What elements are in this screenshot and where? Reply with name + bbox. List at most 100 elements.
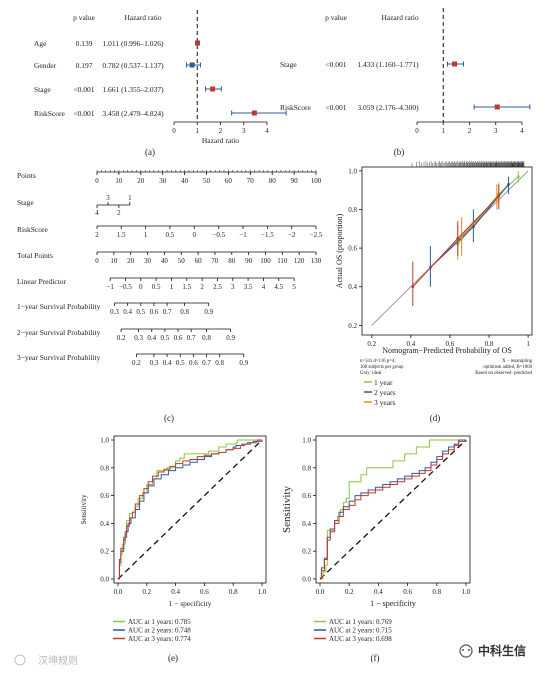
nomogram-tick-label: 0.5 xyxy=(176,359,185,367)
x-tick-label: 3 xyxy=(494,127,498,135)
column-header-p-value: p value xyxy=(325,13,348,22)
nomogram-tick-label: 0.2 xyxy=(117,334,126,342)
calibration-note: Gray: ideal xyxy=(360,371,382,376)
nomogram-tick-label: 0.8 xyxy=(180,308,189,316)
legend-label: 2 years xyxy=(374,388,396,397)
row-label-gender: Gender xyxy=(34,61,57,70)
nomogram-tick-label: 40 xyxy=(161,257,169,265)
legend-label: AUC at 1 years: 0.769 xyxy=(329,618,392,626)
roc-curve xyxy=(118,440,263,580)
panel-label: (b) xyxy=(394,147,405,157)
nomogram-tick-label: −0.5 xyxy=(212,231,225,239)
hazard-ratio-marker xyxy=(494,104,500,110)
row-hazard-ratio-text: 3.059 (2.176–4.300) xyxy=(357,103,419,112)
nomogram-tick-label: 4.5 xyxy=(274,283,283,291)
column-header-hazard-ratio: Hazard ratio xyxy=(381,13,419,22)
y-tick-label: 0.6 xyxy=(100,492,109,500)
x-tick-label: 0.4 xyxy=(406,340,415,348)
legend-label: AUC at 2 years: 0.715 xyxy=(329,627,392,635)
nomogram-tick-label: −0.5 xyxy=(119,283,132,291)
nomogram-tick-label: 2 xyxy=(200,283,204,291)
nomogram-row-label: Total Points xyxy=(17,251,53,260)
hazard-ratio-marker xyxy=(210,86,216,92)
x-tick-label: 0.2 xyxy=(367,340,376,348)
watermark-left-logo xyxy=(14,654,26,666)
x-tick-label: 0.8 xyxy=(229,588,238,596)
row-hazard-ratio-text: 1.011 (0.996–1.026) xyxy=(103,39,164,48)
nomogram-row-label: 2−year Survival Probability xyxy=(17,328,101,337)
nomogram-tick-label: 50 xyxy=(203,177,211,185)
nomogram-tick-label: 90 xyxy=(245,257,253,265)
nomogram-tick-label: 0 xyxy=(95,177,99,185)
nomogram-tick-label: 10 xyxy=(110,257,118,265)
nomogram-tick-label: 0.4 xyxy=(147,334,156,342)
nomogram-tick-label: 0 xyxy=(95,257,99,265)
row-label-stage: Stage xyxy=(34,85,51,94)
y-tick-label: 0.8 xyxy=(100,464,109,472)
row-p-value: <0.001 xyxy=(325,60,346,69)
legend-label: AUC at 1 years: 0.785 xyxy=(128,618,191,626)
y-tick-label: 0.4 xyxy=(302,520,311,528)
y-tick-label: 0.0 xyxy=(100,576,109,584)
roc-curve xyxy=(118,439,262,580)
nomogram-tick-label: 0.3 xyxy=(150,359,159,367)
nomogram-tick-label: 50 xyxy=(178,257,186,265)
row-hazard-ratio-text: 1.661 (1.355–2.037) xyxy=(102,85,164,94)
y-tick-label: 0.2 xyxy=(100,548,109,556)
x-tick-label: 0.4 xyxy=(171,588,180,596)
x-tick-label: 1 xyxy=(196,127,200,135)
x-axis-title: 1 − specificity xyxy=(169,599,212,608)
nomogram-tick-label: 0.5 xyxy=(136,308,145,316)
x-axis-title: Nomogram−Predicted Probability of OS xyxy=(382,346,512,355)
calibration-note: Based on observed−predicted xyxy=(475,371,532,376)
nomogram-tick-label: 40 xyxy=(181,177,189,185)
x-tick-label: 0.2 xyxy=(142,588,151,596)
y-axis-title: Sensitivity xyxy=(281,485,293,533)
nomogram-tick-label: 0.7 xyxy=(187,334,196,342)
nomogram-tick-label: −1 xyxy=(239,231,247,239)
nomogram-tick-label: −2 xyxy=(288,231,296,239)
nomogram-tick-label: 1 xyxy=(144,231,148,239)
nomogram-tick-label: 1 xyxy=(170,283,174,291)
nomogram-tick-label: 0.5 xyxy=(166,231,175,239)
nomogram-tick-label: 1.5 xyxy=(182,283,191,291)
x-tick-label: 1 xyxy=(526,340,530,348)
nomogram-row-label: 3−year Survival Probability xyxy=(17,353,101,362)
panel-label: (f) xyxy=(371,653,380,663)
roc-curve xyxy=(320,439,466,580)
row-hazard-ratio-text: 0.782 (0.537–1.137) xyxy=(102,61,164,70)
x-tick-label: 0.6 xyxy=(200,588,209,596)
watermark-right: 中科生信 xyxy=(478,643,526,658)
hazard-ratio-marker xyxy=(452,61,458,67)
calibration-point xyxy=(411,285,415,289)
nomogram-tick-label: 70 xyxy=(247,177,255,185)
x-tick-label: 1 xyxy=(442,127,446,135)
calibration-note: n=341 d=116 p=4, xyxy=(360,359,396,364)
nomogram-tick-label: 100 xyxy=(311,177,322,185)
x-tick-label: 0.8 xyxy=(485,340,494,348)
nomogram-tick-label: 0.7 xyxy=(163,308,172,316)
roc-curve xyxy=(118,439,262,580)
x-tick-label: 0.0 xyxy=(114,588,123,596)
nomogram-tick-label: 2.5 xyxy=(213,283,222,291)
nomogram-tick-label: 0.2 xyxy=(132,359,141,367)
y-tick-label: 0.8 xyxy=(348,206,357,214)
hazard-ratio-marker xyxy=(195,40,201,46)
x-tick-label: 2 xyxy=(468,127,472,135)
nomogram-tick-label: 0.6 xyxy=(189,359,198,367)
row-label-riskscore: RiskScore xyxy=(280,103,312,112)
x-tick-label: 4 xyxy=(520,127,524,135)
nomogram-tick-label: 5 xyxy=(292,283,296,291)
column-header-p-value: p value xyxy=(73,13,96,22)
nomogram-tick-label: 1.5 xyxy=(117,231,126,239)
x-tick-label: 3 xyxy=(242,127,246,135)
calibration-point xyxy=(516,175,520,179)
legend-label: AUC at 3 years: 0.698 xyxy=(329,635,392,643)
nomogram-tick-label: 100 xyxy=(260,257,271,265)
nomogram-tick-label: 0.6 xyxy=(174,334,183,342)
y-axis-title: Actual OS (proportion) xyxy=(335,213,344,288)
y-tick-label: 1.0 xyxy=(348,167,357,175)
row-p-value: <0.001 xyxy=(73,109,94,118)
x-tick-label: 0 xyxy=(172,127,176,135)
x-tick-label: 0.0 xyxy=(316,588,325,596)
